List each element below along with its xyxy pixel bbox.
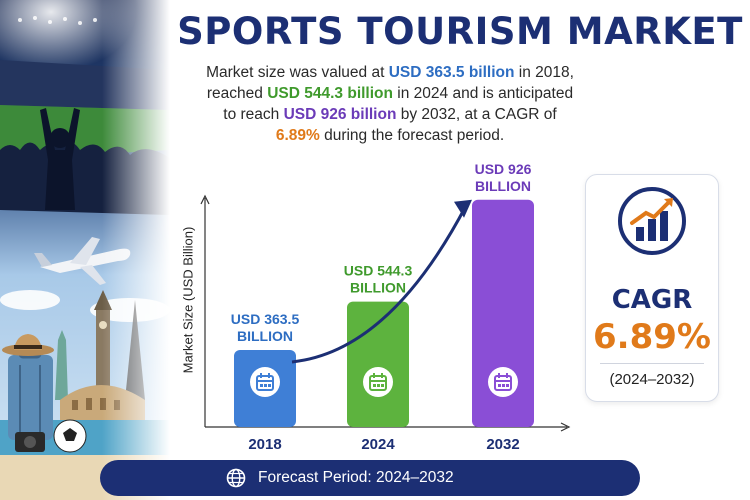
bar-2032 [472, 199, 534, 427]
trend-arrow-line [291, 205, 468, 364]
calendar-icon [256, 373, 274, 391]
x-tick-2032: 2032 [486, 436, 519, 453]
desc-text: Market size was valued at [206, 64, 389, 81]
calendar-icon [494, 373, 512, 391]
cagr-inline-value: 6.89% [275, 127, 320, 144]
divider [600, 363, 704, 364]
sports-travel-collage [0, 0, 170, 500]
value-2024: USD 544.3 billion [267, 85, 393, 102]
cagr-period: (2024–2032) [609, 371, 695, 388]
forecast-period-text: Forecast Period: 2024–2032 [258, 469, 454, 486]
growth-chart-icon [618, 187, 686, 255]
data-label-2024: USD 544.3 [344, 263, 413, 279]
data-label-2032: USD 926 [475, 161, 532, 177]
bar-2024 [347, 301, 409, 427]
x-tick-2024: 2024 [361, 436, 395, 453]
data-label-unit-2024: BILLION [350, 280, 406, 296]
x-axis-arrow [560, 422, 571, 432]
desc-text: by 2032, at a CAGR of [396, 106, 557, 123]
globe-icon [226, 468, 246, 488]
forecast-period-bar: Forecast Period: 2024–2032 [100, 460, 640, 496]
value-2018: USD 363.5 billion [388, 64, 515, 81]
cagr-label: CAGR [611, 285, 693, 315]
data-label-2018: USD 363.5 [231, 311, 300, 327]
cagr-value: 6.89% [593, 317, 711, 357]
value-2032: USD 926 billion [283, 106, 397, 123]
desc-text: during the forecast period. [319, 127, 505, 144]
trend-arrow-head [454, 199, 472, 218]
data-label-unit-2018: BILLION [237, 328, 293, 344]
y-axis-arrow [200, 194, 210, 205]
desc-text: in 2024 and is anticipated to reach [223, 85, 574, 123]
desc-text: in 2018, reached [206, 64, 574, 102]
cagr-card: CAGR 6.89% (2024–2032) [585, 174, 719, 402]
x-tick-2018: 2018 [248, 436, 281, 453]
page-title: SPORTS TOURISM MARKET [177, 10, 743, 53]
data-label-unit-2032: BILLION [475, 178, 531, 194]
market-description: Market size was valued at USD 363.5 bill… [200, 62, 580, 146]
calendar-icon [369, 373, 387, 391]
